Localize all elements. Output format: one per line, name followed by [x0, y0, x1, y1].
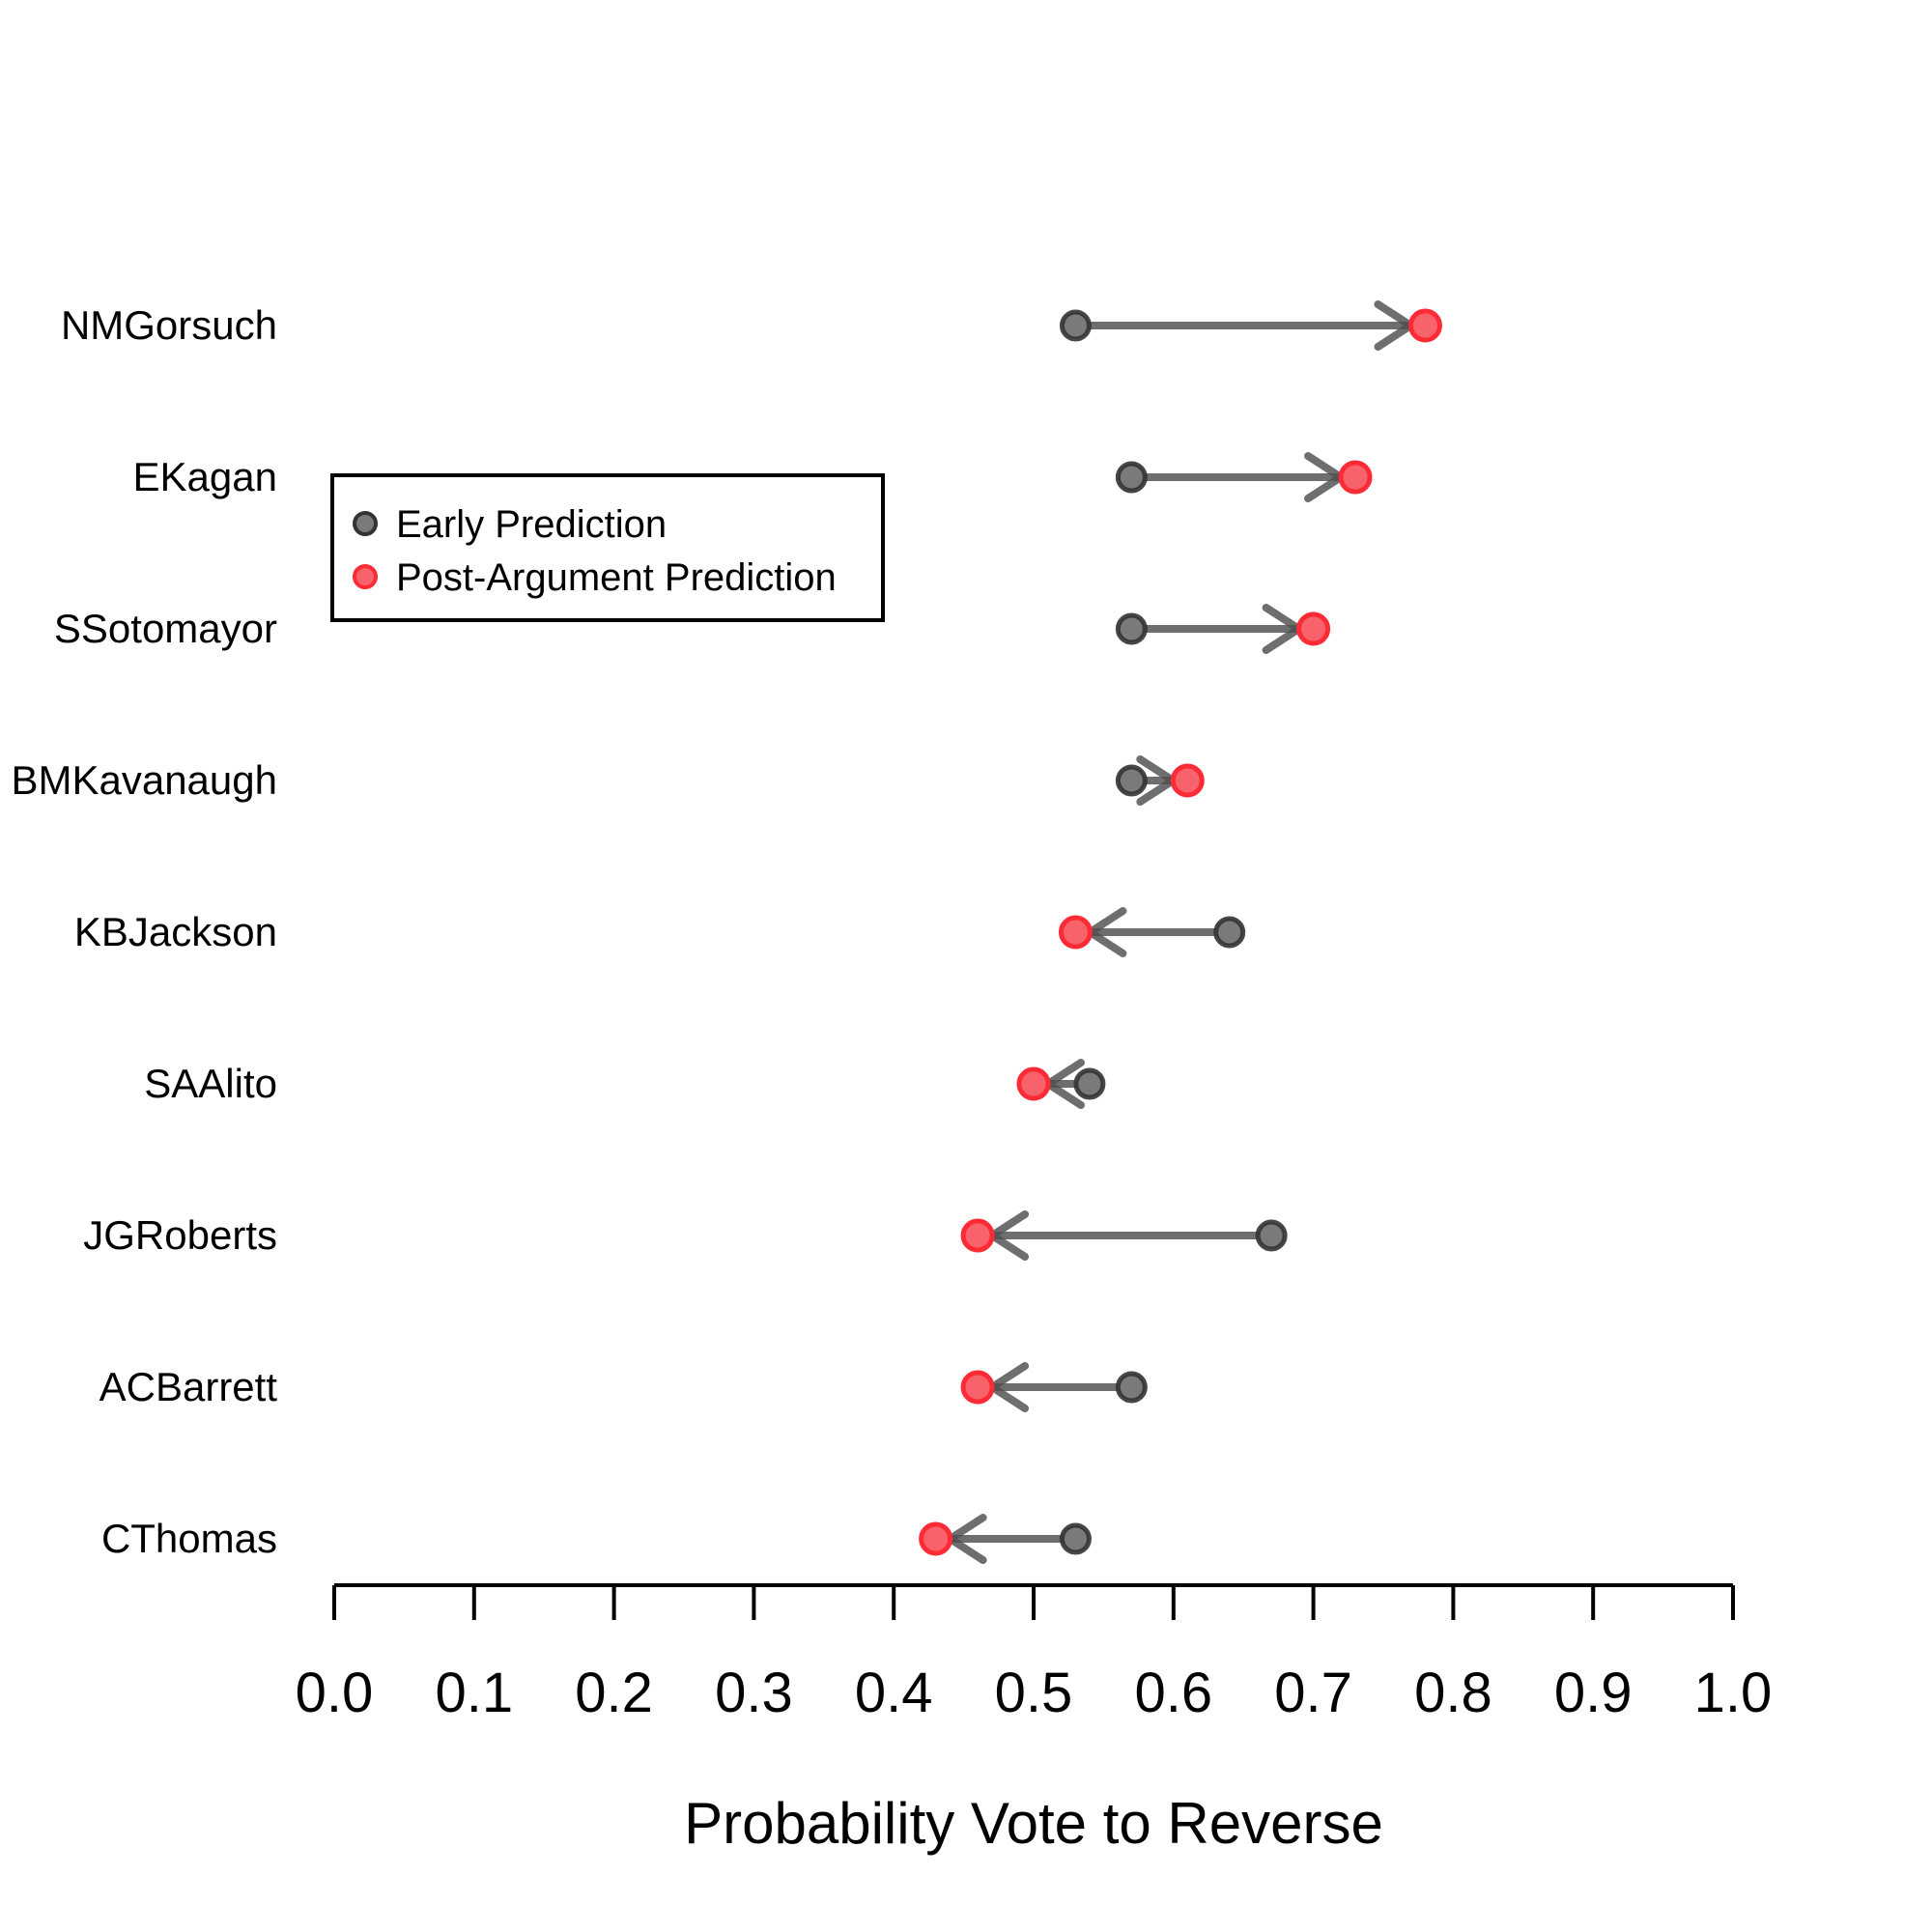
data-point-early-SSotomayor: [1115, 612, 1148, 645]
category-label-BMKavanaugh: BMKavanaugh: [11, 757, 277, 803]
x-axis-tick-label-0.0: 0.0: [296, 1662, 374, 1724]
x-axis-tick-label-0.4: 0.4: [855, 1662, 933, 1724]
x-axis-title: Probability Vote to Reverse: [684, 1791, 1383, 1856]
data-point-post-BMKavanaugh: [1170, 763, 1205, 798]
x-axis-tick-label-0.6: 0.6: [1134, 1662, 1212, 1724]
category-label-KBJackson: KBJackson: [74, 909, 277, 954]
data-point-early-EKagan: [1115, 461, 1148, 494]
x-axis-tick-label-1.0: 1.0: [1694, 1662, 1773, 1724]
x-axis: 0.0 0.1 0.2 0.3 0.4 0.5 0.6 0.7 0.8 0.9 1.0: [296, 1583, 1773, 1724]
data-point-post-KBJackson: [1058, 915, 1093, 950]
data-point-early-BMKavanaugh: [1115, 764, 1148, 797]
data-point-post-NMGorsuch: [1407, 308, 1442, 343]
category-label-EKagan: EKagan: [133, 454, 277, 499]
data-point-early-JGRoberts: [1255, 1219, 1288, 1252]
data-point-early-SAAlito: [1073, 1067, 1106, 1100]
category-label-CThomas: CThomas: [101, 1516, 277, 1561]
x-axis-tick-label-0.5: 0.5: [995, 1662, 1073, 1724]
category-label-JGRoberts: JGRoberts: [83, 1212, 277, 1258]
data-point-post-CThomas: [919, 1521, 953, 1556]
x-axis-tick-label-0.2: 0.2: [575, 1662, 653, 1724]
data-point-post-ACBarrett: [960, 1370, 995, 1405]
data-point-post-SSotomayor: [1296, 611, 1331, 646]
data-point-post-SAAlito: [1016, 1066, 1051, 1101]
category-label-ACBarrett: ACBarrett: [99, 1364, 278, 1409]
legend: Early Prediction Post-Argument Predictio…: [330, 473, 885, 622]
legend-box: [330, 473, 885, 622]
legend-post-argument-label: Post-Argument Prediction: [396, 556, 837, 599]
x-axis-tick-label-0.1: 0.1: [435, 1662, 513, 1724]
x-axis-tick-label-0.9: 0.9: [1554, 1662, 1633, 1724]
x-axis-tick-label-0.3: 0.3: [715, 1662, 793, 1724]
x-axis-tick-label-0.8: 0.8: [1414, 1662, 1492, 1724]
data-point-early-NMGorsuch: [1059, 309, 1092, 342]
data-point-post-JGRoberts: [960, 1218, 995, 1253]
data-point-early-ACBarrett: [1115, 1371, 1148, 1404]
data-point-post-EKagan: [1338, 460, 1373, 495]
category-label-SAAlito: SAAlito: [144, 1061, 277, 1106]
data-point-early-KBJackson: [1213, 916, 1246, 949]
legend-early-prediction-label: Early Prediction: [396, 503, 667, 546]
plot-area: NMGorsuch EKagan SSotomayor BMKavanaugh KBJa…: [11, 300, 1442, 1564]
category-label-SSotomayor: SSotomayor: [54, 606, 277, 651]
legend-post-argument-dot-icon: [353, 564, 378, 589]
legend-early-prediction-dot-icon: [353, 511, 378, 536]
category-label-NMGorsuch: NMGorsuch: [61, 302, 277, 348]
x-axis-tick-label-0.7: 0.7: [1274, 1662, 1352, 1724]
data-point-early-CThomas: [1059, 1522, 1092, 1555]
